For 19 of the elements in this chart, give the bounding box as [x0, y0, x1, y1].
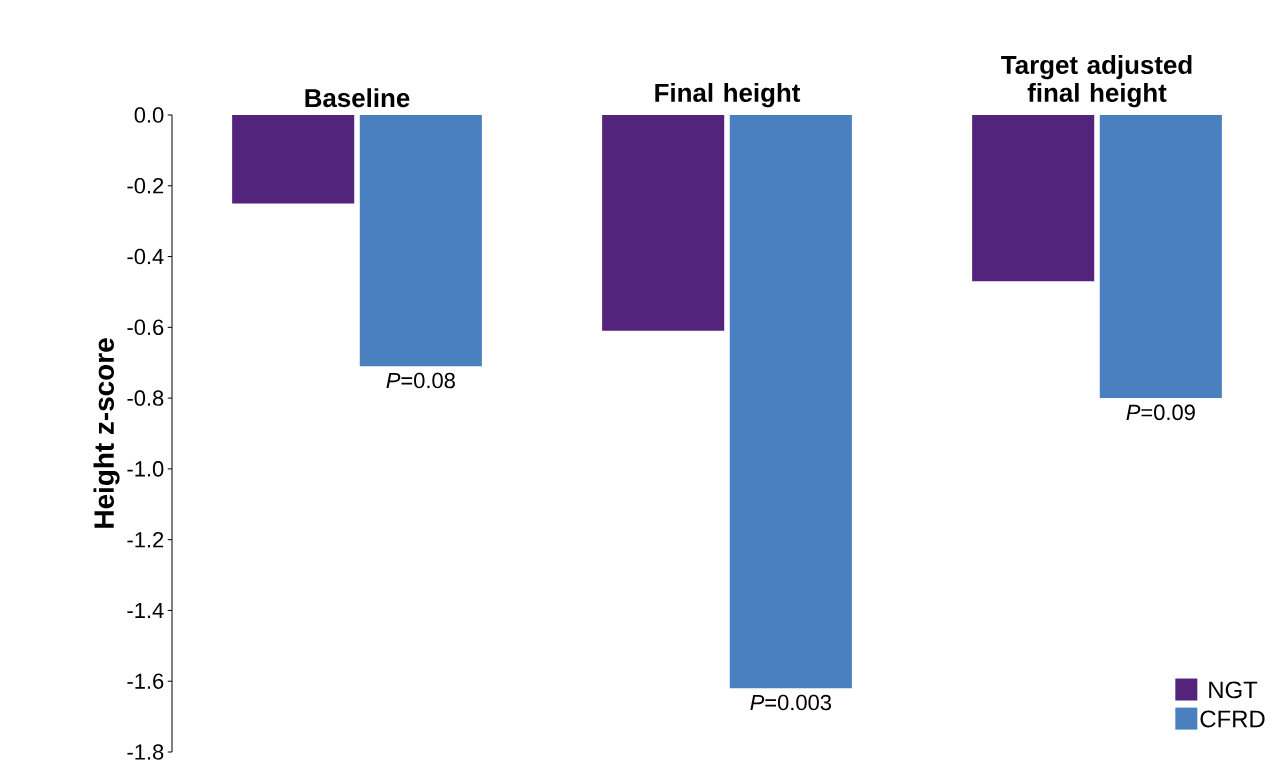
annotation: P=0.08 — [386, 372, 455, 389]
x-tick-label: Baseline — [305, 88, 410, 108]
y-axis-title: Height z-score — [93, 338, 120, 528]
y-tick-label: 0.0 — [134, 107, 164, 123]
annotation: P=0.09 — [1126, 404, 1195, 421]
y-tick-label: -0.6 — [127, 319, 164, 336]
y-tick-label: -1.8 — [127, 744, 164, 760]
y-tick-label: -0.8 — [127, 390, 164, 406]
y-tick-label: -1.6 — [127, 673, 164, 689]
y-tick-label: -1.0 — [127, 461, 164, 477]
legend-label: CFRD — [1200, 710, 1265, 728]
annotation: P=0.003 — [750, 694, 831, 711]
y-tick-label: -1.2 — [127, 532, 164, 548]
legend-label: NGT — [1209, 681, 1258, 699]
y-tick-label: -1.4 — [127, 602, 164, 618]
y-tick-label: -0.4 — [127, 248, 164, 265]
y-tick-label: -0.2 — [127, 178, 164, 194]
x-tick-label: Final height — [655, 82, 801, 108]
x-tick-label: Target adjusted final height — [1001, 55, 1192, 108]
